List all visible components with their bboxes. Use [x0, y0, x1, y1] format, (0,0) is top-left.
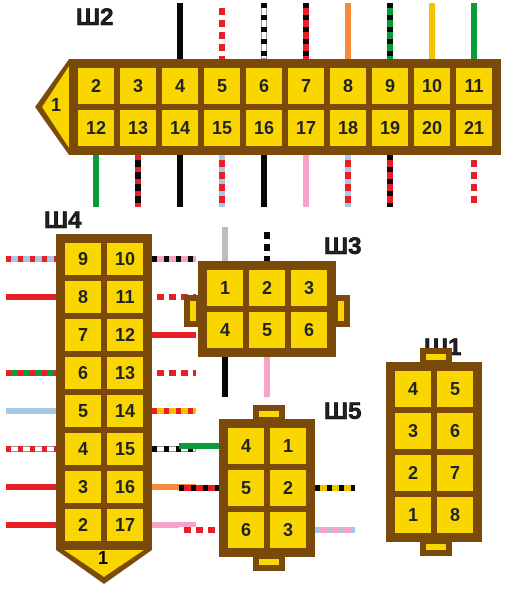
pin-4: 4 [62, 430, 104, 468]
wire [179, 527, 219, 533]
wire [6, 256, 56, 262]
pin-17: 17 [285, 107, 327, 149]
wire [152, 370, 196, 376]
wire [152, 256, 196, 262]
pin-7: 7 [285, 65, 327, 107]
wire [429, 3, 435, 59]
pin-12: 12 [104, 316, 146, 354]
wire [219, 155, 225, 207]
wire [152, 408, 196, 414]
pin-11: 11 [104, 278, 146, 316]
pin-15: 15 [201, 107, 243, 149]
wire [179, 485, 219, 491]
wire [471, 155, 477, 207]
wire [315, 485, 355, 491]
pin-5: 5 [434, 368, 476, 410]
pin-9: 9 [62, 240, 104, 278]
wire [345, 3, 351, 59]
pin-4: 4 [159, 65, 201, 107]
diagram-stage: Ш2123456789101112131415161718192021Ш4198… [0, 0, 516, 600]
wire [315, 527, 355, 533]
wire [6, 484, 56, 490]
wire [6, 370, 56, 376]
pin-11: 11 [453, 65, 495, 107]
pin-6: 6 [225, 509, 267, 551]
pin-21: 21 [453, 107, 495, 149]
wire [6, 446, 56, 452]
pin-7: 7 [62, 316, 104, 354]
wire [177, 3, 183, 59]
pin-6: 6 [288, 309, 330, 351]
connector-label: Ш5 [324, 398, 361, 426]
pin-18: 18 [327, 107, 369, 149]
pin-2: 2 [246, 267, 288, 309]
pin-8: 8 [62, 278, 104, 316]
pin-3: 3 [267, 509, 309, 551]
pin-4: 4 [392, 368, 434, 410]
wire [6, 294, 56, 300]
wire [303, 155, 309, 207]
pin-9: 9 [369, 65, 411, 107]
wire [177, 155, 183, 207]
pin-5: 5 [62, 392, 104, 430]
pin-7: 7 [434, 452, 476, 494]
wire [345, 155, 351, 207]
pin-12: 12 [75, 107, 117, 149]
pin-5: 5 [201, 65, 243, 107]
pin-20: 20 [411, 107, 453, 149]
pin-13: 13 [117, 107, 159, 149]
pin-8: 8 [327, 65, 369, 107]
wire [471, 3, 477, 59]
pin-16: 16 [104, 468, 146, 506]
wire [6, 522, 56, 528]
connector-label: Ш3 [324, 233, 361, 261]
pin-2: 2 [392, 452, 434, 494]
wire [264, 357, 270, 397]
pin-1: 1 [204, 267, 246, 309]
pin-15: 15 [104, 430, 146, 468]
pin-2: 2 [75, 65, 117, 107]
pin-10: 10 [411, 65, 453, 107]
pin-10: 10 [104, 240, 146, 278]
pin-1: 1 [392, 494, 434, 536]
pin-2: 2 [62, 506, 104, 544]
pin-13: 13 [104, 354, 146, 392]
pin-4: 4 [204, 309, 246, 351]
wire [179, 443, 219, 449]
pin-14: 14 [104, 392, 146, 430]
connector-label: Ш4 [44, 207, 81, 235]
wire [303, 3, 309, 59]
pin-5: 5 [246, 309, 288, 351]
pin-3: 3 [392, 410, 434, 452]
wire [219, 3, 225, 59]
wire [6, 408, 56, 414]
pin-19: 19 [369, 107, 411, 149]
pin-3: 3 [62, 468, 104, 506]
pin-8: 8 [434, 494, 476, 536]
wire [152, 332, 196, 338]
wire [387, 155, 393, 207]
pin-1: 1 [267, 425, 309, 467]
wire [222, 357, 228, 397]
connector-label: Ш2 [76, 4, 113, 32]
wire [387, 3, 393, 59]
pin-3: 3 [288, 267, 330, 309]
pin-5: 5 [225, 467, 267, 509]
wire [264, 227, 270, 261]
wire [261, 155, 267, 207]
pin-4: 4 [225, 425, 267, 467]
pin-2: 2 [267, 467, 309, 509]
pin-6: 6 [243, 65, 285, 107]
pin-14: 14 [159, 107, 201, 149]
pin-3: 3 [117, 65, 159, 107]
pin-6: 6 [62, 354, 104, 392]
pin-17: 17 [104, 506, 146, 544]
wire [93, 155, 99, 207]
wire [222, 227, 228, 261]
pin-16: 16 [243, 107, 285, 149]
wire [135, 155, 141, 207]
wire [261, 3, 267, 59]
pin-6: 6 [434, 410, 476, 452]
